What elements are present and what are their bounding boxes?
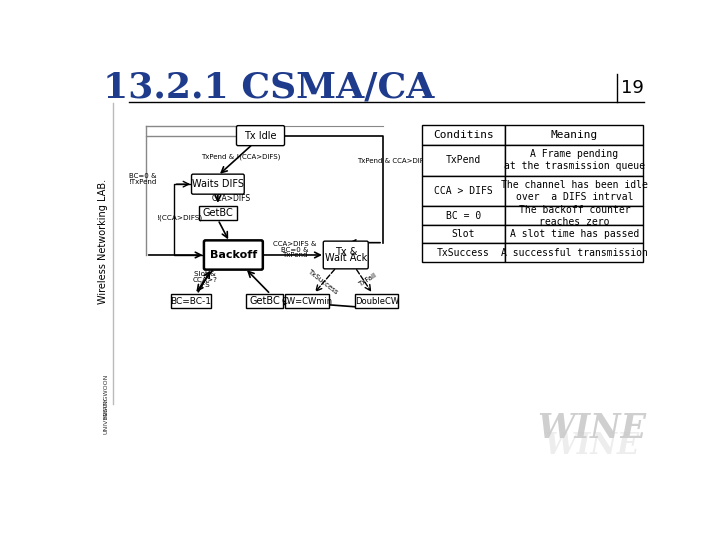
Text: 13.2.1 CSMA/CA: 13.2.1 CSMA/CA [102, 71, 434, 105]
Text: GetBC: GetBC [249, 296, 280, 306]
Bar [199, 206, 238, 220]
Bar [505, 206, 644, 225]
Bar [422, 206, 505, 225]
Text: !TxPend: !TxPend [129, 179, 157, 185]
Text: Backoff: Backoff [210, 250, 257, 260]
FancyBboxPatch shape [204, 240, 263, 269]
Bar [355, 294, 398, 308]
Text: CCA>DIFS: CCA>DIFS [212, 193, 251, 202]
Text: Meaning: Meaning [551, 130, 598, 140]
Text: Conditins: Conditins [433, 130, 494, 140]
Bar [422, 244, 505, 262]
Text: !(CCA>DIFS): !(CCA>DIFS) [157, 214, 203, 220]
FancyBboxPatch shape [323, 241, 368, 269]
Text: KWANGWOON: KWANGWOON [104, 374, 109, 418]
Text: CCA>?: CCA>? [192, 276, 217, 282]
Text: DoubleCW: DoubleCW [355, 296, 399, 306]
Text: TxPend & CCA>DIFS: TxPend & CCA>DIFS [356, 158, 428, 164]
Text: BC = 0: BC = 0 [446, 211, 481, 221]
Bar [505, 244, 644, 262]
Text: WINE: WINE [538, 411, 647, 445]
Text: TxPend: TxPend [282, 252, 307, 258]
Text: CCA > DIFS: CCA > DIFS [434, 186, 493, 196]
Bar [284, 294, 330, 308]
Text: 19: 19 [621, 79, 644, 97]
Text: CCA>DIFS &: CCA>DIFS & [273, 241, 316, 247]
Bar [505, 176, 644, 206]
Text: TxFail: TxFail [357, 273, 377, 288]
Bar [505, 145, 644, 176]
Text: Slot &: Slot & [194, 271, 215, 277]
Bar [422, 145, 505, 176]
Text: Wireless Networking LAB.: Wireless Networking LAB. [98, 179, 108, 305]
Text: CW=CWmin: CW=CWmin [282, 296, 333, 306]
Bar [505, 225, 644, 244]
Text: TxSuccess: TxSuccess [437, 248, 490, 258]
Text: A successful transmission: A successful transmission [501, 248, 648, 258]
Text: Tx Idle: Tx Idle [244, 131, 276, 140]
Text: Tx &: Tx & [335, 247, 357, 257]
FancyBboxPatch shape [192, 174, 244, 194]
Text: Slot: Slot [452, 229, 475, 239]
Bar [171, 294, 211, 308]
Text: GetBC: GetBC [202, 208, 233, 218]
Text: TxPend: TxPend [446, 156, 481, 165]
Text: The backoff counter
reaches zero: The backoff counter reaches zero [518, 205, 630, 226]
Text: BC=0 &: BC=0 & [129, 173, 156, 179]
Text: TxPend & !(CCA>DIFS): TxPend & !(CCA>DIFS) [202, 154, 281, 160]
Bar [422, 125, 505, 145]
Text: WINE: WINE [544, 431, 640, 460]
Text: UNIVERSITY: UNIVERSITY [104, 397, 109, 434]
Text: A Frame pending
at the trasmission queue: A Frame pending at the trasmission queue [504, 150, 645, 171]
Text: TxSuccess: TxSuccess [306, 268, 338, 295]
FancyBboxPatch shape [236, 126, 284, 146]
Bar [246, 294, 283, 308]
Text: The channel has been idle
over  a DIFS intrval: The channel has been idle over a DIFS in… [501, 180, 648, 202]
Bar [422, 176, 505, 206]
Bar [422, 225, 505, 244]
Text: A slot time has passed: A slot time has passed [510, 229, 639, 239]
Text: BC=BC-1: BC=BC-1 [170, 296, 211, 306]
Bar [505, 125, 644, 145]
Text: Wait Ack: Wait Ack [325, 253, 367, 263]
Text: IFS: IFS [199, 282, 210, 288]
Text: Waits DIFS: Waits DIFS [192, 179, 244, 189]
Text: BC=0 &: BC=0 & [281, 247, 308, 253]
